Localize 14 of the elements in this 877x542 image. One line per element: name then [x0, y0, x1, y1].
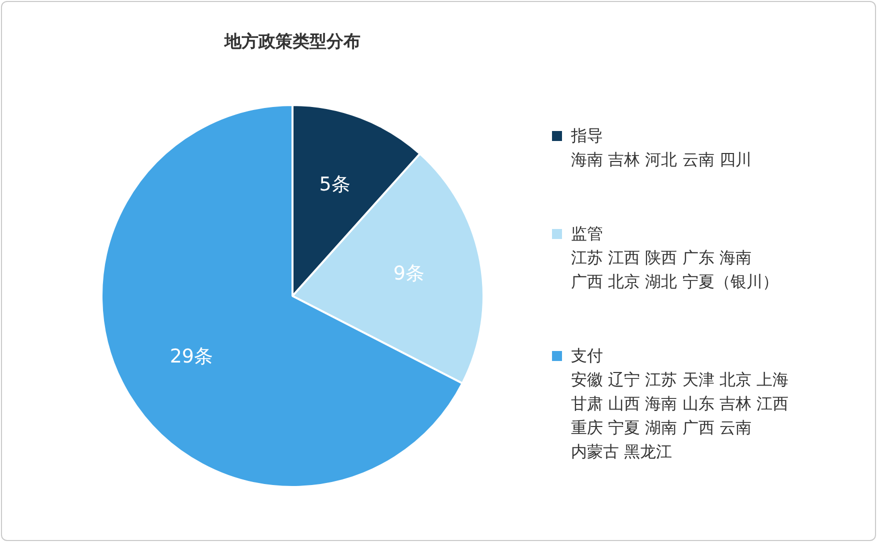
text: 安徽 辽宁 江苏 天津 北京 上海 [571, 370, 788, 389]
data-label: 29条 [170, 346, 214, 368]
text: 海南 吉林 河北 云南 四川 [571, 150, 752, 169]
text: 江苏 江西 陕西 广东 海南 [571, 248, 752, 267]
text: 广西 北京 湖北 宁夏（银川） [571, 272, 778, 291]
text: 重庆 宁夏 湖南 广西 云南 [571, 418, 752, 437]
chart-title: 地方政策类型分布 [223, 31, 362, 53]
text: 内蒙古 黑龙江 [571, 442, 672, 461]
legend-label: 监管 [571, 223, 604, 245]
legend-label: 指导 [571, 125, 604, 147]
text: 甘肃 山西 海南 山东 吉林 江西 [571, 394, 788, 413]
data-label: 5条 [319, 173, 350, 196]
data-label: 9条 [393, 262, 424, 284]
legend-label: 支付 [571, 345, 604, 367]
